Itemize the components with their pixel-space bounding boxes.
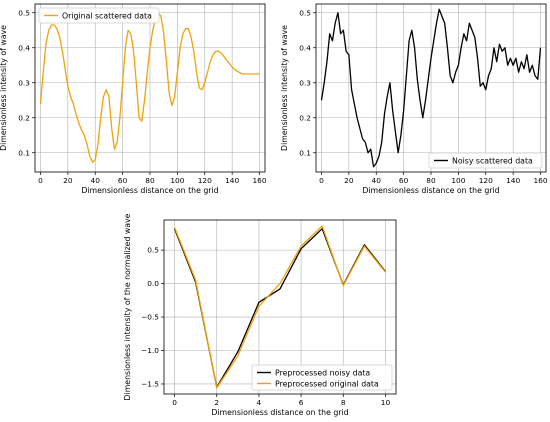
y-tick-label: 0.4: [299, 43, 311, 52]
series-line-2: [173, 225, 386, 389]
legend-box-3: [251, 364, 393, 391]
y-axis-label-2: Dimensionless intensity of wave: [280, 25, 289, 151]
x-tick-label: 140: [225, 176, 239, 185]
x-tick-label: 160: [533, 176, 547, 185]
x-tick-label: 4: [257, 398, 262, 407]
y-tick-label: 0.5: [18, 8, 30, 17]
y-tick-label: −0.5: [141, 313, 159, 322]
x-tick-label: 80: [426, 176, 436, 185]
legend-box-2: [428, 152, 543, 169]
plot-area-3: [163, 219, 397, 395]
x-axis-label-3: Dimensionless distance on the grid: [211, 408, 348, 417]
x-tick-label: 40: [372, 176, 382, 185]
y-axis-label-3: Dimensionless intensity of the normalize…: [123, 213, 132, 400]
x-tick-label: 6: [299, 398, 304, 407]
x-tick-label: 0: [172, 398, 177, 407]
y-tick-label: 0.0: [147, 279, 159, 288]
x-tick-label: 120: [198, 176, 212, 185]
x-tick-label: 8: [341, 398, 346, 407]
y-tick-label: 0.2: [18, 113, 30, 122]
grid-2: [316, 4, 546, 172]
x-tick-label: 20: [344, 176, 354, 185]
legend-label-original-scattered: Original scattered data: [62, 11, 152, 20]
y-tick-label: −1.0: [141, 346, 159, 355]
y-tick-label: 0.3: [18, 78, 30, 87]
series-line-1: [173, 228, 386, 388]
legend-box-1: [38, 7, 160, 24]
y-tick-label: 0.1: [299, 148, 311, 157]
x-tick-label: 80: [145, 176, 155, 185]
x-axis-label-2: Dimensionless distance on the grid: [362, 186, 499, 195]
x-tick-label: 60: [399, 176, 409, 185]
x-tick-label: 10: [381, 398, 391, 407]
x-tick-label: 60: [118, 176, 128, 185]
chart-preprocessed: Dimensionless distance on the grid Dimen…: [123, 213, 397, 417]
y-tick-label: 0.2: [299, 113, 311, 122]
x-tick-label: 160: [252, 176, 266, 185]
series-line-1: [39, 12, 260, 163]
legend-label-noisy-scattered: Noisy scattered data: [452, 156, 533, 165]
chart-noisy-scattered: Dimensionless distance on the grid Dimen…: [280, 3, 548, 195]
x-axis-label-1: Dimensionless distance on the grid: [81, 186, 218, 195]
y-tick-label: 0.5: [299, 8, 311, 17]
x-tick-label: 0: [38, 176, 43, 185]
series-line-1: [320, 8, 542, 168]
y-tick-label: 0.5: [147, 246, 159, 255]
chart-original-scattered: Dimensionless distance on the grid Dimen…: [0, 3, 267, 195]
y-axis-label-1: Dimensionless intensity of wave: [0, 25, 8, 151]
legend-label-preprocessed-original: Preprocessed original data: [275, 379, 379, 388]
y-tick-label: 0.1: [18, 148, 30, 157]
x-tick-label: 40: [91, 176, 101, 185]
x-tick-label: 100: [451, 176, 465, 185]
x-tick-label: 120: [479, 176, 493, 185]
x-tick-label: 2: [214, 398, 219, 407]
x-tick-label: 100: [170, 176, 184, 185]
x-tick-label: 0: [319, 176, 324, 185]
grid-1: [35, 4, 265, 172]
y-tick-label: 0.3: [299, 78, 311, 87]
legend-label-preprocessed-noisy: Preprocessed noisy data: [275, 368, 370, 377]
x-tick-label: 140: [506, 176, 520, 185]
x-tick-label: 20: [63, 176, 73, 185]
y-tick-label: 0.4: [18, 43, 30, 52]
y-tick-label: −1.5: [141, 380, 159, 389]
